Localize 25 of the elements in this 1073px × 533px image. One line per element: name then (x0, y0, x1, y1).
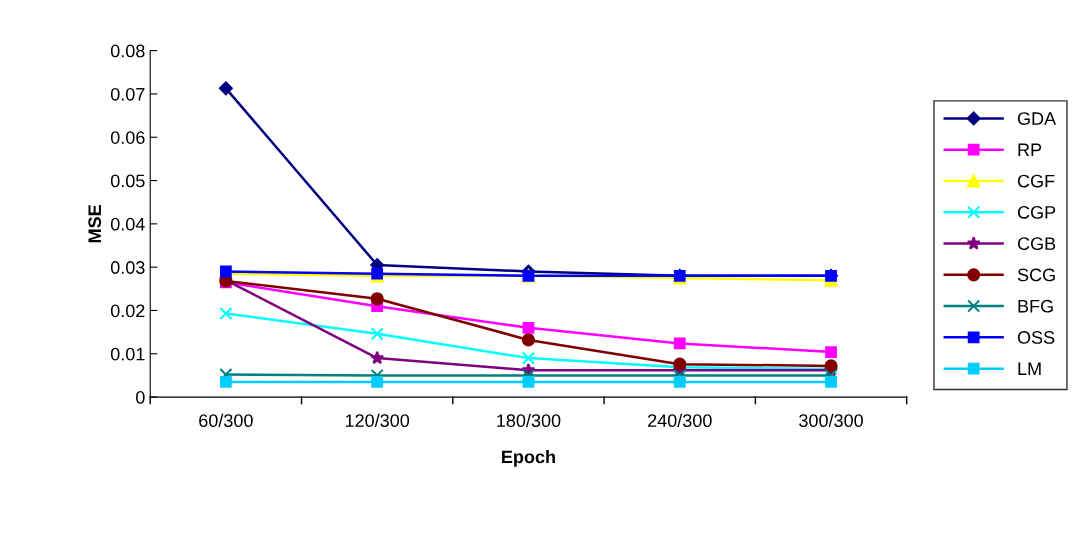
x-axis-title: Epoch (502, 450, 555, 467)
x-tick-label: 180/300 (497, 413, 561, 428)
x-tick-label: 240/300 (648, 413, 712, 428)
x-tick-label: 300/300 (799, 413, 863, 428)
legend-label: CGF (1017, 174, 1055, 188)
x-tick-label: 120/300 (345, 413, 410, 428)
y-tick-label: 0.03 (110, 261, 145, 274)
legend-label: RP (1018, 143, 1042, 157)
legend-label: LM (1018, 362, 1041, 375)
y-axis-title: MSE (88, 205, 102, 243)
y-tick-label: 0.05 (110, 174, 145, 188)
legend-label: OSS (1017, 331, 1055, 344)
y-tick-label: 0.06 (110, 131, 145, 144)
legend-label: CGP (1017, 205, 1056, 219)
y-tick-label: 0 (136, 391, 145, 404)
y-tick-label: 0.04 (110, 217, 145, 231)
y-tick-label: 0.01 (110, 347, 145, 361)
legend-label: SCG (1017, 268, 1055, 282)
legend-label: BFG (1018, 299, 1053, 313)
y-tick-label: 0.02 (110, 304, 145, 318)
legend-label: GDA (1017, 112, 1057, 125)
y-tick-label: 0.08 (110, 44, 145, 58)
y-tick-label: 0.07 (110, 87, 145, 101)
x-tick-label: 60/300 (199, 413, 253, 428)
legend-label: CGB (1017, 237, 1056, 251)
